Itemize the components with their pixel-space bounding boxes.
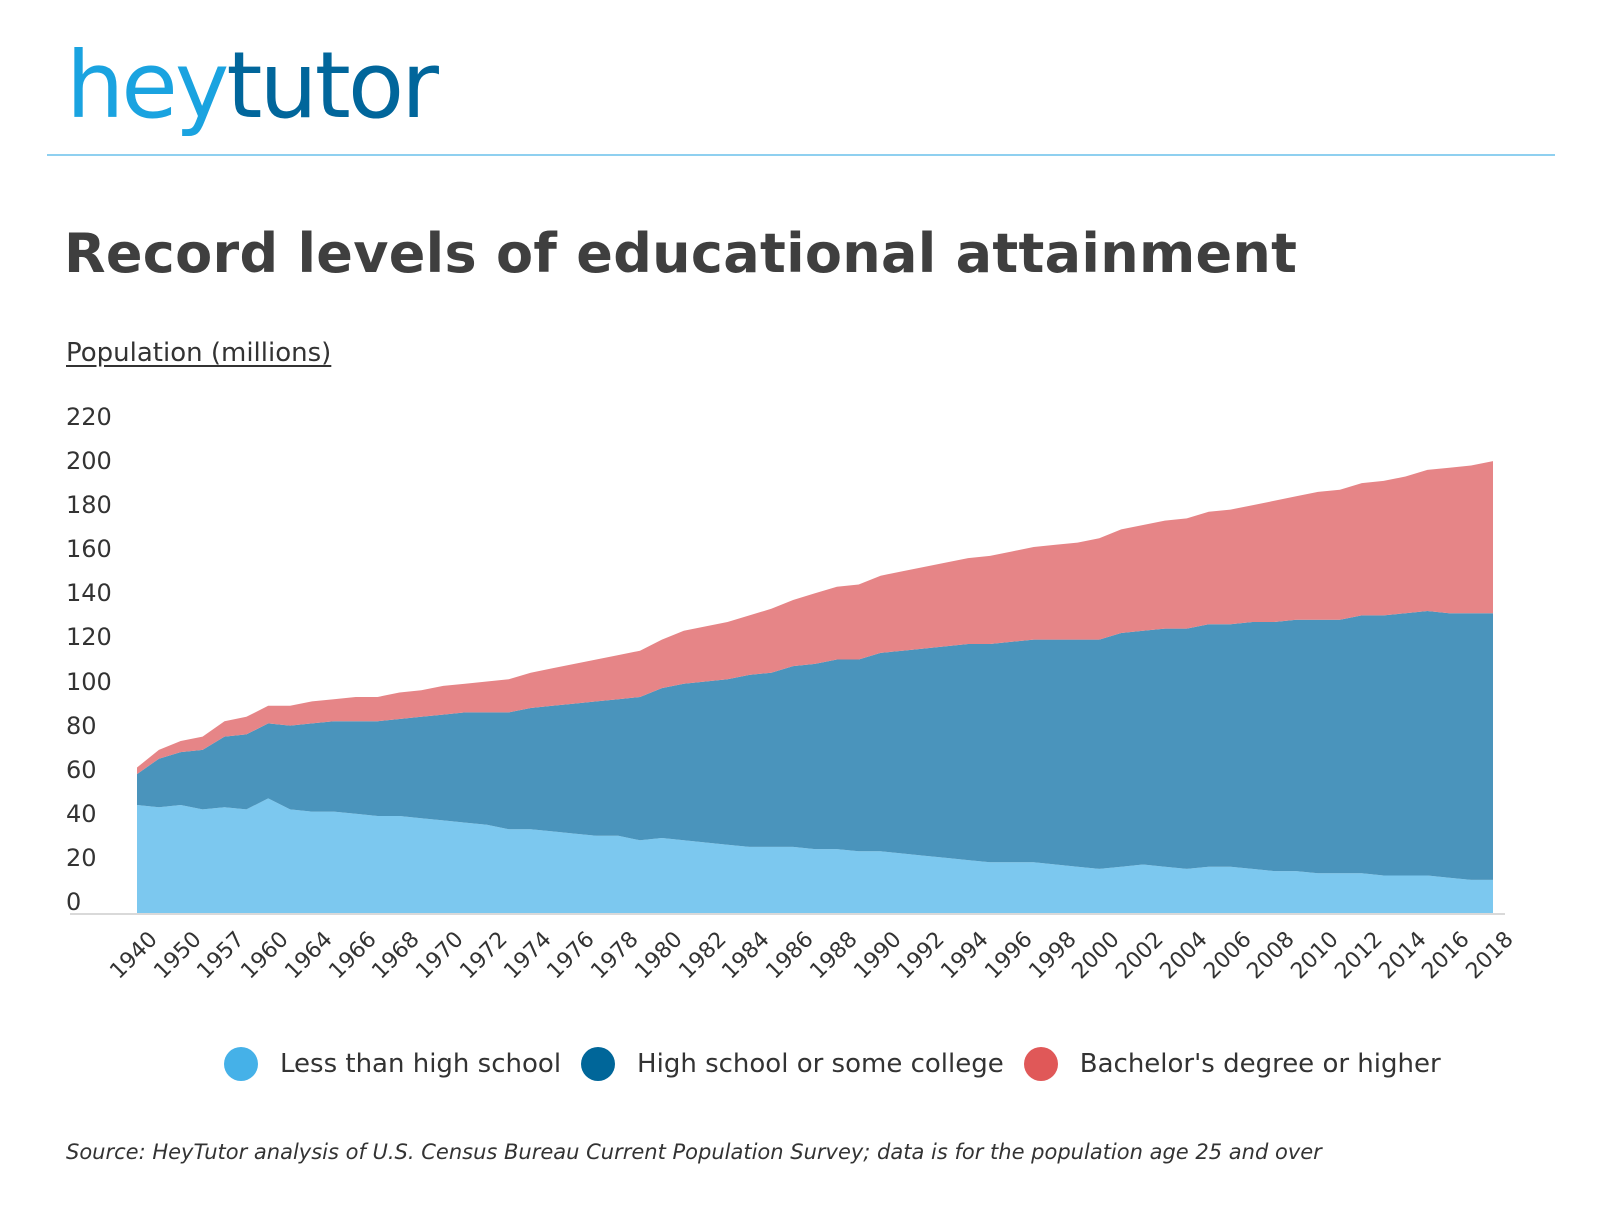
logo-hey: hey: [66, 32, 229, 139]
legend-swatch-icon: [581, 1047, 616, 1081]
legend-label: Less than high school: [280, 1049, 562, 1079]
source-note: Source: HeyTutor analysis of U.S. Census…: [66, 1140, 1322, 1164]
y-tick-label: 160: [66, 535, 112, 564]
legend-label: Bachelor's degree or higher: [1079, 1049, 1441, 1079]
y-tick-label: 200: [66, 447, 112, 476]
legend-label: High school or some college: [637, 1049, 1004, 1079]
area-high-school-or-some-college: [137, 611, 1493, 880]
legend-item-high-school-or-some-college: High school or some college: [581, 1047, 1004, 1081]
area-bachelors-or-higher: [137, 461, 1493, 775]
legend-swatch-icon: [1023, 1047, 1058, 1081]
header-divider: [47, 154, 1555, 156]
legend-swatch-icon: [224, 1047, 258, 1081]
legend-item-bachelors-or-higher: Bachelor's degree or higher: [1023, 1047, 1441, 1081]
y-tick-label: 60: [66, 755, 97, 784]
y-tick-label: 180: [66, 491, 112, 520]
y-tick-label: 220: [66, 403, 112, 431]
y-tick-label: 80: [66, 711, 97, 740]
legend-item-less-than-high-school: Less than high school: [224, 1047, 561, 1081]
logo-tutor: tutor: [226, 32, 439, 139]
heytutor-logo: heytutor: [66, 40, 439, 132]
y-tick-label: 120: [66, 623, 112, 652]
legend: Less than high school High school or som…: [224, 1047, 1461, 1081]
y-tick-label: 40: [66, 799, 97, 828]
y-tick-label: 100: [66, 667, 112, 696]
y-tick-label: 20: [66, 843, 97, 872]
y-axis-label: Population (millions): [66, 338, 332, 368]
chart-title: Record levels of educational attainment: [64, 222, 1298, 285]
area-less-than-high-school: [137, 798, 1493, 913]
y-tick-label: 140: [66, 579, 112, 608]
y-tick-label: 0: [66, 888, 82, 916]
